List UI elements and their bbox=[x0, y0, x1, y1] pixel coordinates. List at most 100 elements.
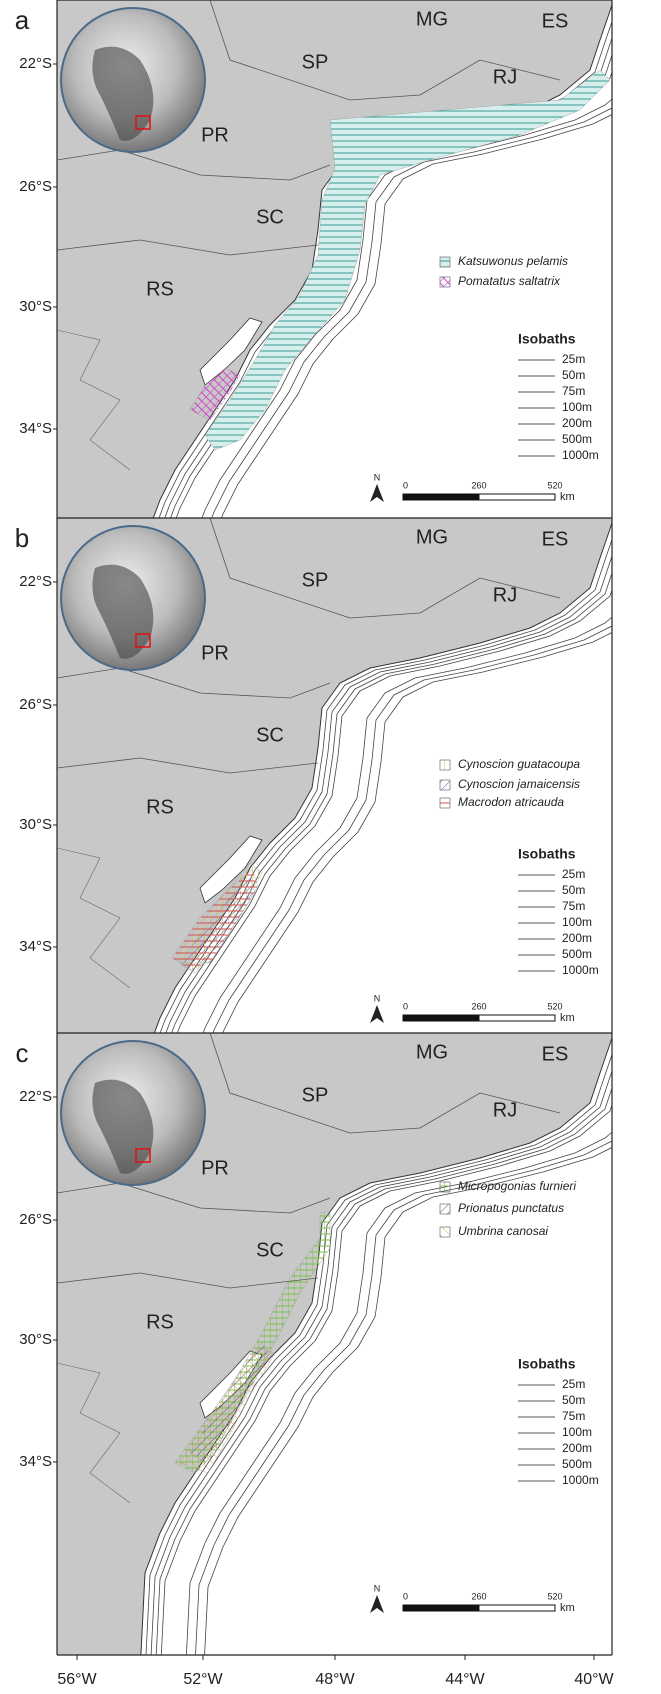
state-label: PR bbox=[201, 1157, 229, 1179]
isobath-label: 25m bbox=[562, 1377, 585, 1391]
legend-swatch bbox=[440, 1227, 450, 1237]
legend-swatch bbox=[440, 760, 450, 770]
scale-bar-white bbox=[479, 1605, 555, 1611]
legend-swatch bbox=[440, 257, 450, 267]
panel-label: c bbox=[16, 1038, 29, 1068]
longitude-label: 48°W bbox=[315, 1671, 355, 1688]
legend-swatch bbox=[440, 798, 450, 808]
state-label: SP bbox=[302, 569, 329, 591]
isobaths-title: Isobaths bbox=[518, 331, 576, 347]
isobath-label: 25m bbox=[562, 867, 585, 881]
legend-swatch bbox=[440, 780, 450, 790]
scale-bar-black bbox=[403, 1605, 479, 1611]
scale-tick-label: 520 bbox=[547, 1001, 562, 1011]
state-label: PR bbox=[201, 124, 229, 146]
state-label: RJ bbox=[493, 66, 517, 88]
state-label: SC bbox=[256, 724, 284, 746]
panel-label: b bbox=[15, 523, 29, 553]
isobath-label: 200m bbox=[562, 416, 592, 430]
scale-tick-label: 260 bbox=[471, 480, 486, 490]
isobath-label: 500m bbox=[562, 1457, 592, 1471]
scale-tick-label: 0 bbox=[403, 1591, 408, 1601]
scale-tick-label: 0 bbox=[403, 480, 408, 490]
scale-tick-label: 520 bbox=[547, 1591, 562, 1601]
isobath-label: 200m bbox=[562, 931, 592, 945]
north-label: N bbox=[374, 993, 381, 1003]
longitude-label: 56°W bbox=[57, 1671, 97, 1688]
longitude-label: 52°W bbox=[183, 1671, 223, 1688]
figure: a 22°S 26°S 30°S 34°S MG ES SP RJ PR SC RS Katsuwonu… bbox=[0, 0, 661, 1694]
legend-label: Pomatatus saltatrix bbox=[458, 274, 561, 288]
state-label: ES bbox=[542, 528, 569, 550]
state-label: ES bbox=[542, 1043, 569, 1065]
state-label: RS bbox=[146, 796, 174, 818]
latitude-label: 22°S bbox=[19, 573, 52, 590]
state-label: SP bbox=[302, 51, 329, 73]
state-label: RS bbox=[146, 278, 174, 300]
legend-swatch bbox=[440, 1204, 450, 1214]
isobaths-title: Isobaths bbox=[518, 846, 576, 862]
legend-label: Katsuwonus pelamis bbox=[458, 254, 568, 268]
legend-swatch bbox=[440, 277, 450, 287]
isobath-label: 500m bbox=[562, 432, 592, 446]
isobath-label: 50m bbox=[562, 1393, 585, 1407]
legend-label: Micropogonias furnieri bbox=[458, 1179, 576, 1193]
state-label: PR bbox=[201, 642, 229, 664]
longitude-label: 40°W bbox=[574, 1671, 614, 1688]
isobath-label: 1000m bbox=[562, 1473, 599, 1487]
latitude-label: 34°S bbox=[19, 420, 52, 437]
legend-label: Cynoscion guatacoupa bbox=[458, 757, 580, 771]
longitude-label: 44°W bbox=[445, 1671, 485, 1688]
scale-unit: km bbox=[560, 1602, 575, 1614]
isobaths-title: Isobaths bbox=[518, 1356, 576, 1372]
isobath-label: 75m bbox=[562, 1409, 585, 1423]
latitude-label: 22°S bbox=[19, 55, 52, 72]
legend-label: Macrodon atricauda bbox=[458, 795, 564, 809]
scale-tick-label: 520 bbox=[547, 480, 562, 490]
latitude-label: 26°S bbox=[19, 696, 52, 713]
state-label: MG bbox=[416, 1041, 448, 1063]
isobath-label: 50m bbox=[562, 368, 585, 382]
latitude-label: 26°S bbox=[19, 1211, 52, 1228]
panel-label: a bbox=[15, 5, 30, 35]
latitude-label: 34°S bbox=[19, 1453, 52, 1470]
page: a 22°S 26°S 30°S 34°S MG ES SP RJ PR SC RS Katsuwonu… bbox=[0, 0, 661, 1694]
isobath-label: 100m bbox=[562, 1425, 592, 1439]
scale-bar-white bbox=[479, 1015, 555, 1021]
latitude-label: 30°S bbox=[19, 816, 52, 833]
isobath-label: 75m bbox=[562, 384, 585, 398]
legend-swatch bbox=[440, 1182, 450, 1192]
isobath-label: 50m bbox=[562, 883, 585, 897]
map-panel: c 22°S 26°S 30°S 34°S MG ES SP RJ PR SC RS Micropogo… bbox=[16, 1033, 661, 1687]
legend-label: Umbrina canosai bbox=[458, 1224, 548, 1238]
latitude-label: 22°S bbox=[19, 1088, 52, 1105]
latitude-label: 30°S bbox=[19, 1331, 52, 1348]
isobath-label: 100m bbox=[562, 400, 592, 414]
state-label: RJ bbox=[493, 1099, 517, 1121]
isobath-label: 75m bbox=[562, 899, 585, 913]
state-label: MG bbox=[416, 526, 448, 548]
scale-bar-white bbox=[479, 494, 555, 500]
latitude-label: 34°S bbox=[19, 938, 52, 955]
legend-label: Cynoscion jamaicensis bbox=[458, 777, 580, 791]
latitude-label: 26°S bbox=[19, 178, 52, 195]
state-label: SP bbox=[302, 1084, 329, 1106]
north-label: N bbox=[374, 1583, 381, 1593]
state-label: SC bbox=[256, 1239, 284, 1261]
state-label: MG bbox=[416, 8, 448, 30]
isobath-label: 1000m bbox=[562, 448, 599, 462]
isobath-label: 200m bbox=[562, 1441, 592, 1455]
scale-bar-black bbox=[403, 494, 479, 500]
scale-unit: km bbox=[560, 491, 575, 503]
scale-tick-label: 260 bbox=[471, 1591, 486, 1601]
isobath-label: 1000m bbox=[562, 963, 599, 977]
state-label: ES bbox=[542, 10, 569, 32]
legend-label: Prionatus punctatus bbox=[458, 1201, 564, 1215]
isobath-label: 500m bbox=[562, 947, 592, 961]
latitude-label: 30°S bbox=[19, 298, 52, 315]
scale-bar-black bbox=[403, 1015, 479, 1021]
scale-tick-label: 260 bbox=[471, 1001, 486, 1011]
isobath-label: 100m bbox=[562, 915, 592, 929]
scale-tick-label: 0 bbox=[403, 1001, 408, 1011]
state-label: RS bbox=[146, 1311, 174, 1333]
